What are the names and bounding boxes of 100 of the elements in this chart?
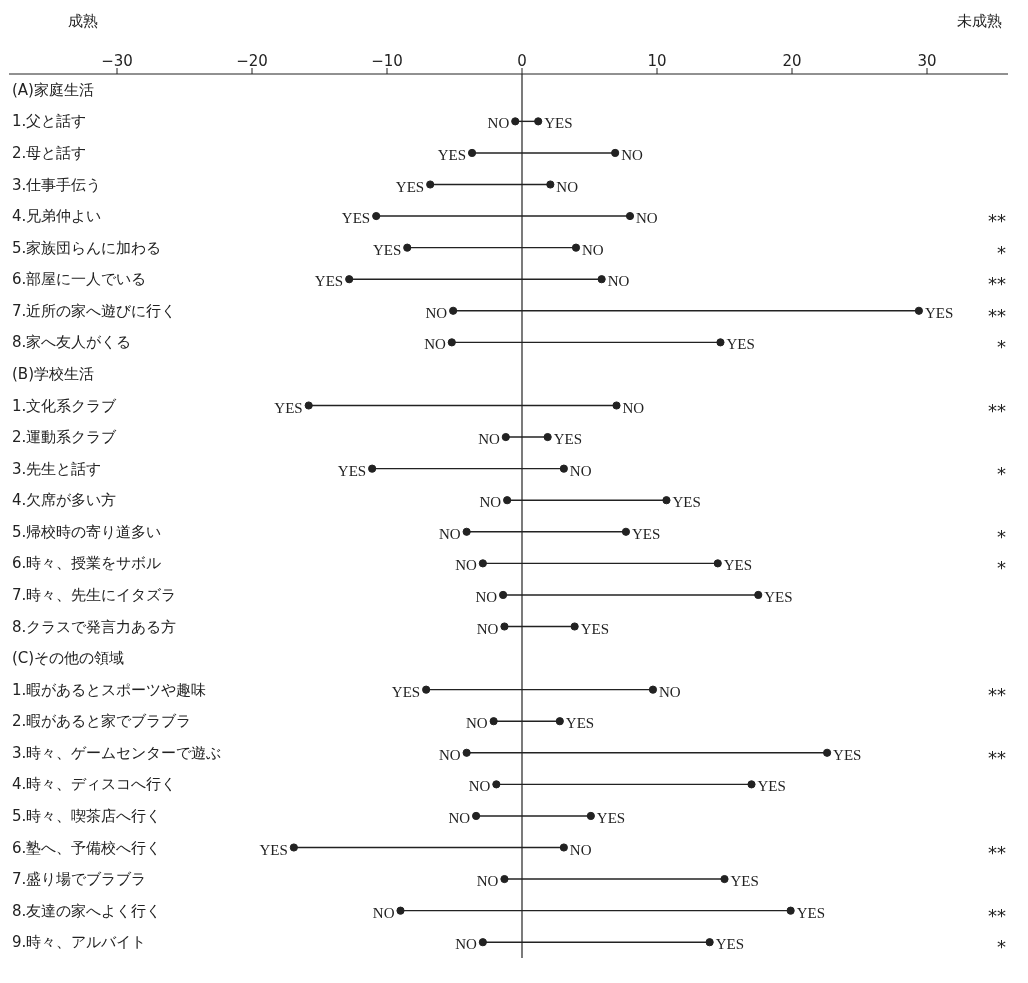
text: NO [468, 778, 491, 795]
text: NO [569, 841, 592, 858]
text: NO [622, 399, 645, 416]
series-label: NO [556, 178, 579, 195]
text: NO [478, 431, 500, 448]
text: YES [544, 115, 573, 132]
y-tick-label: 4.兄弟仲よい [12, 206, 102, 227]
y-tick-label: 3.時々、ゲームセンターで遊ぶ [12, 742, 222, 763]
text: YES [764, 588, 793, 605]
text: YES [259, 841, 288, 858]
text: NO [465, 715, 488, 732]
text: NO [621, 146, 643, 163]
text: NO [475, 588, 498, 605]
text: YES [924, 304, 954, 321]
y2-tick-label: * [997, 336, 1006, 359]
y-tick-label: 7.時々、先生にイタズラ [12, 584, 177, 605]
y-tick-label: 7.盛り場でブラブラ [12, 869, 147, 890]
x-tick-label: −20 [236, 52, 268, 70]
y-tick-label: 8.友達の家へよく行く [12, 900, 162, 921]
text: YES [833, 746, 862, 763]
y-tick-label: 9.時々、アルバイト [12, 932, 147, 953]
x-tick-label: −10 [371, 52, 403, 70]
text: YES [757, 778, 786, 795]
y-tick-label: 1.文化系クラブ [12, 395, 117, 416]
text: NO [372, 904, 395, 921]
y2-tick-label: ** [988, 273, 1006, 296]
y-tick-label: 6.塾へ、予備校へ行く [12, 837, 162, 858]
y-tick-label: 4.欠席が多い方 [12, 490, 117, 511]
text: NO [607, 273, 630, 290]
y2-tick-label: * [997, 525, 1006, 548]
text: YES [337, 462, 367, 479]
text: YES [437, 146, 467, 163]
x-tick-label: 0 [517, 52, 527, 70]
y-tick-label: 5.時々、喫茶店へ行く [12, 805, 162, 826]
text: YES [391, 683, 421, 700]
text: NO [582, 241, 604, 258]
y2-tick-label: ** [988, 746, 1006, 769]
series-label: YES [580, 620, 609, 637]
y-tick-label: 1.父と話す [12, 111, 87, 132]
text: NO [438, 746, 461, 763]
text: 未成熟 [957, 12, 1002, 31]
text: YES [672, 494, 701, 511]
y-tick-label: 4.時々、ディスコへ行く [12, 774, 177, 795]
y-tick-label: 2.運動系クラブ [12, 427, 117, 448]
y-tick-label: 6.部屋に一人でいる [12, 269, 147, 290]
text: YES [372, 241, 402, 258]
text: NO [479, 494, 502, 511]
y2-tick-label: * [997, 462, 1006, 485]
y-tick-label: 1.暇があるとスポーツや趣味 [12, 679, 207, 700]
y2-tick-label: ** [988, 904, 1006, 927]
y-tick-label: 5.家族団らんに加わる [12, 237, 162, 258]
text: NO [658, 683, 681, 700]
y2-tick-label: * [997, 241, 1006, 264]
y-tick-label: 3.仕事手伝う [12, 174, 102, 195]
y2-tick-label: ** [988, 841, 1006, 864]
y-tick-label: 8.クラスで発言力ある方 [12, 616, 177, 637]
y2-tick-label: ** [988, 683, 1006, 706]
text: 成熟 [68, 12, 98, 31]
text: YES [274, 399, 303, 416]
y2-tick-label: ** [988, 399, 1006, 422]
y-tick-label: 2.母と話す [12, 142, 87, 163]
text: YES [730, 873, 759, 890]
y-tick-label: (A)家庭生活 [12, 79, 94, 100]
x-tick-label: 10 [647, 52, 667, 70]
y-tick-label: 8.家へ友人がくる [12, 332, 132, 353]
text: NO [425, 304, 448, 321]
y2-tick-label: ** [988, 304, 1006, 327]
x-tick-label: −30 [101, 52, 133, 70]
text: NO [448, 809, 471, 826]
text: NO [487, 115, 510, 132]
text: YES [715, 936, 744, 953]
text: YES [314, 273, 344, 290]
text: NO [636, 210, 658, 227]
text: NO [455, 936, 477, 953]
y2-tick-label: ** [988, 210, 1006, 233]
x-tick-label: 20 [782, 52, 802, 70]
y-tick-label: 6.時々、授業をサボル [12, 553, 162, 574]
text: YES [341, 210, 371, 227]
y-tick-label: (C)その他の領域 [12, 648, 125, 669]
x-tick-label: 30 [917, 52, 937, 70]
y-tick-label: 3.先生と話す [12, 458, 102, 479]
text: YES [723, 557, 753, 574]
text: YES [796, 904, 825, 921]
y2-tick-label: * [997, 936, 1006, 959]
text: YES [395, 178, 425, 195]
text: NO [569, 462, 592, 479]
text: YES [553, 431, 582, 448]
text: YES [596, 809, 626, 826]
text: NO [424, 336, 446, 353]
y2-tick-label: * [997, 557, 1006, 580]
text: YES [565, 715, 595, 732]
text: NO [476, 873, 499, 890]
text: NO [455, 557, 477, 574]
y-tick-label: 7.近所の家へ遊びに行く [12, 300, 177, 321]
y-tick-label: (B)学校生活 [12, 363, 94, 384]
text: YES [631, 525, 661, 542]
y-tick-label: 2.暇があると家でブラブラ [12, 711, 192, 732]
y-tick-label: 5.帰校時の寄り道多い [12, 521, 162, 542]
text: YES [726, 336, 755, 353]
text: NO [476, 620, 499, 637]
